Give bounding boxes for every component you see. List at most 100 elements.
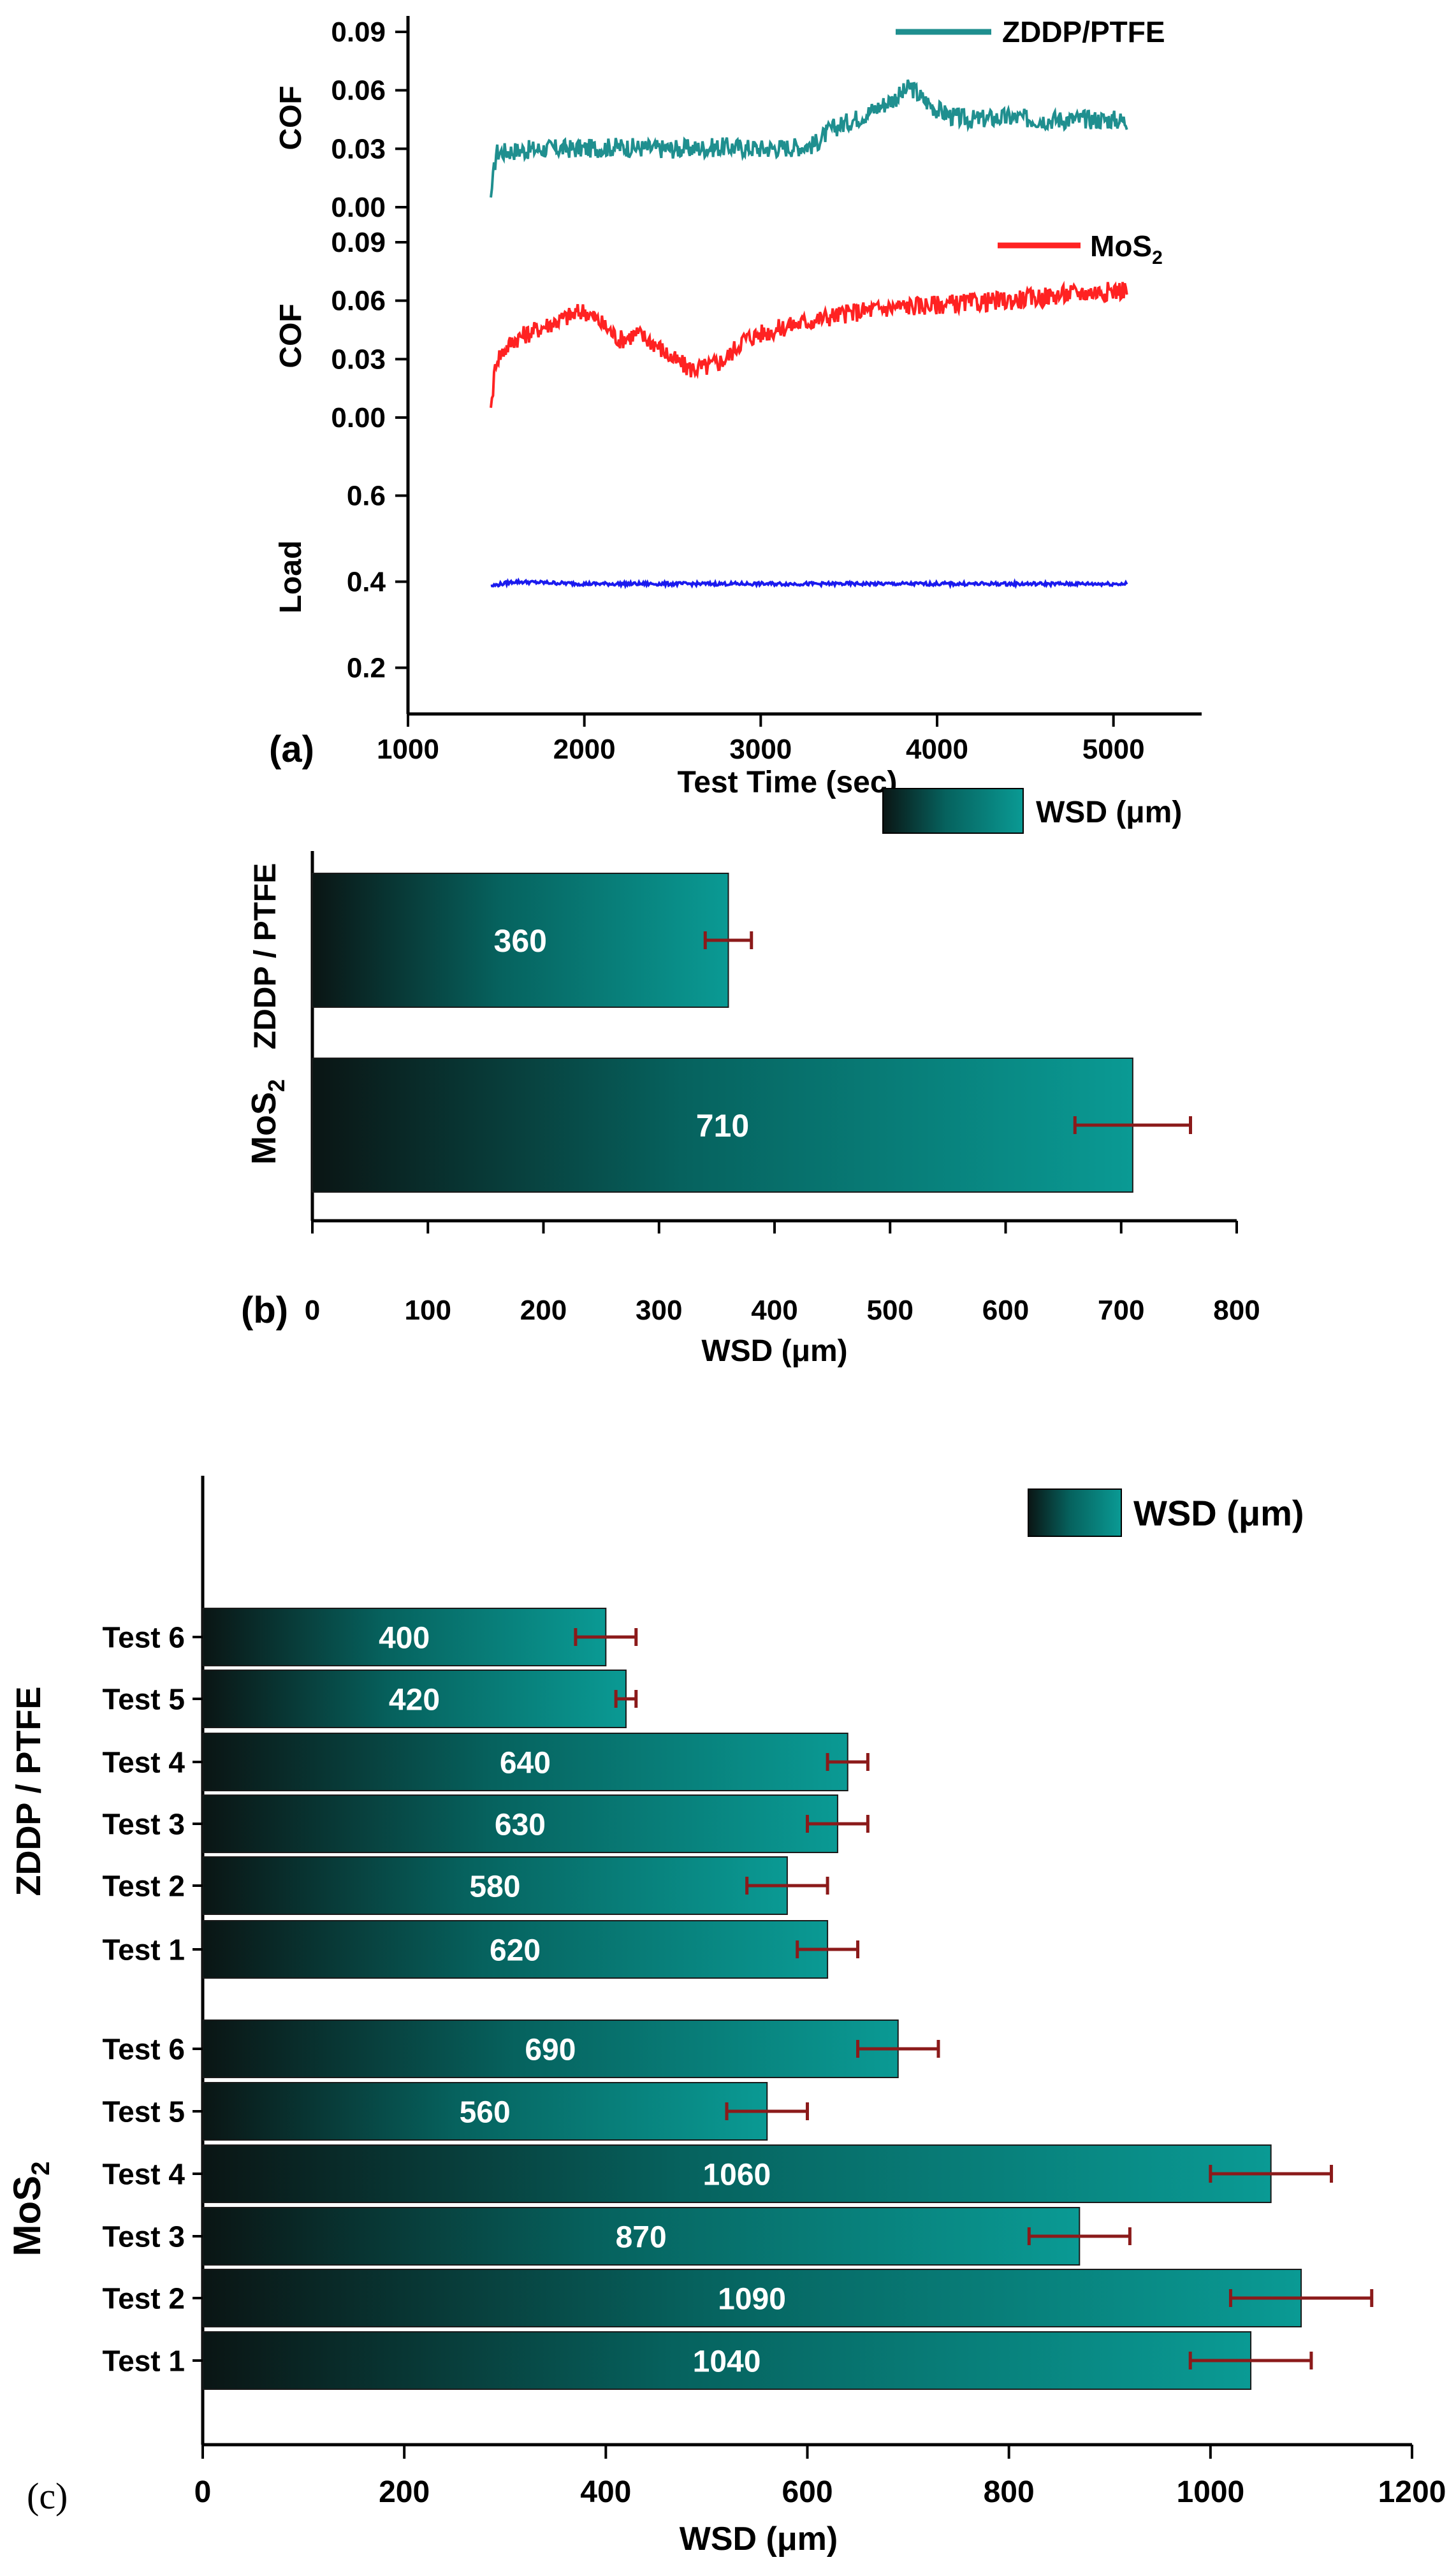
panel-c-bar-value: 620 [490,1933,541,1967]
panel-c-bar [202,1920,829,1979]
panel-c-bar [202,2269,1302,2327]
panel-c-bar [202,1670,627,1728]
panel-c-bar-value: 580 [469,1870,520,1903]
panel-c-bar-value: 640 [500,1746,551,1780]
panel-c-category-label: Test 3 [102,2220,185,2253]
panel-b-bar-value: 710 [696,1108,749,1144]
panel-c-xtick-label: 1000 [1176,2475,1244,2509]
panel-a-series-zddp-ptfe [490,79,1128,198]
panel-b-xtick-label: 600 [982,1295,1029,1326]
panel-a-ytick-label: 0.03 [331,344,386,375]
panel-c-xtick-label: 800 [984,2475,1035,2509]
panel-c-legend: WSD (μm) [1028,1488,1304,1537]
panel-c-bar-value: 1090 [718,2282,786,2316]
panel-c-bar-value: 400 [379,1621,430,1655]
panel-c-group-zddp: ZDDP / PTFE [10,1686,48,1896]
panel-c-xtick-label: 400 [580,2475,631,2509]
panel-c-bar-value: 560 [460,2095,511,2129]
panel-b-xtick-label: 0 [305,1295,320,1326]
panel-c-bar [202,2144,1272,2203]
panel-a-ytick-label: 0.6 [347,481,386,512]
panel-c-category-label: Test 1 [102,1933,185,1967]
panel-c-xtick-label: 600 [782,2475,833,2509]
panel-b-category-mos2: MoS2 [245,1079,289,1165]
panel-b-bar [312,1058,1133,1193]
panel-a-letter: (a) [269,729,314,770]
panel-b-xtick-label: 700 [1098,1295,1144,1326]
panel-b-bar-chart: WSD (μm) ZDDP / PTFE MoS2 WSD (μm) (b) 0… [241,788,1260,1368]
panel-c-category-label: Test 4 [102,2158,185,2191]
subplot1-ylabel: COF [274,85,308,150]
panel-c-xtick-label: 0 [194,2475,212,2509]
panel-a-ytick-label: 0.06 [331,286,386,317]
panel-a-line-charts: COF COF Load Test Time (sec) (a) ZDDP/PT… [269,15,1202,799]
panel-a-xtick-label: 4000 [906,734,968,765]
panel-c-bar [202,2082,768,2141]
panel-c-group-mos2: MoS2 [6,2162,55,2257]
panel-b-legend-label: WSD (μm) [1036,796,1182,829]
panel-c-bar-value: 420 [389,1683,440,1717]
panel-c-bar [202,1794,838,1853]
panel-a-ytick-label: 0.4 [347,567,386,598]
panel-a-xtick-label: 5000 [1082,734,1145,765]
panel-a-xtick-label: 3000 [729,734,792,765]
legend-zddp-label: ZDDP/PTFE [1002,15,1165,48]
panel-c-bar [202,1608,607,1666]
panel-b-legend: WSD (μm) [882,788,1182,834]
panel-a-xlabel: Test Time (sec) [677,766,897,799]
subplot2-ylabel: COF [274,303,308,368]
panel-b-xtick-label: 300 [636,1295,682,1326]
panel-b-letter: (b) [241,1290,288,1331]
panel-c-legend-label: WSD (μm) [1133,1493,1304,1533]
panel-a-ytick-label: 0.09 [331,17,386,48]
panel-a-ytick-label: 0.00 [331,402,386,433]
panel-b-bar-value: 360 [494,923,547,959]
subplot3-ylabel: Load [274,541,308,614]
panel-b-legend-swatch [882,788,1024,834]
panel-a-ytick-label: 0.06 [331,75,386,106]
panel-b-xtick-label: 400 [751,1295,797,1326]
panel-c-category-label: Test 2 [102,1870,185,1903]
panel-c-category-label: Test 6 [102,2033,185,2066]
panel-b-xtick-label: 100 [405,1295,451,1326]
legend-mos2: MoS2 [998,229,1163,268]
panel-c-category-label: Test 2 [102,2282,185,2315]
panel-a-ytick-label: 0.03 [331,133,386,164]
panel-c-category-label: Test 5 [102,1683,185,1716]
panel-b-category-zddp: ZDDP / PTFE [249,863,282,1049]
legend-zddp-ptfe: ZDDP/PTFE [896,15,1165,48]
panel-b-xtick-label: 800 [1213,1295,1260,1326]
panel-c-letter: (c) [27,2475,68,2517]
panel-c-category-label: Test 5 [102,2095,185,2129]
panel-c-bar [202,1856,788,1915]
panel-c-bar-chart: WSD (μm) ZDDP / PTFE MoS2 WSD (μm) (c) 0… [6,1476,1446,2558]
panel-c-category-label: Test 4 [102,1746,185,1779]
panel-c-bar-value: 630 [495,1808,546,1842]
panel-c-category-label: Test 1 [102,2345,185,2378]
panel-c-bar [202,2020,899,2078]
panel-c-bar-value: 1060 [703,2158,771,2192]
legend-mos2-label: MoS2 [1090,229,1163,268]
panel-a-xtick-label: 1000 [377,734,439,765]
panel-a-ytick-label: 0.2 [347,653,386,684]
panel-b-xtick-label: 500 [867,1295,914,1326]
panel-c-bar-value: 1040 [693,2345,761,2378]
panel-c-bar-value: 690 [525,2033,576,2067]
panel-a-xtick-label: 2000 [553,734,616,765]
panel-c-category-label: Test 6 [102,1621,185,1654]
panel-a-series-mos2 [490,280,1128,408]
panel-c-bar-value: 870 [616,2220,667,2254]
panel-c-xlabel: WSD (μm) [680,2521,838,2558]
panel-a-series-load [490,577,1128,590]
panel-c-xtick-label: 1200 [1378,2475,1446,2509]
panel-c-legend-swatch [1028,1488,1122,1537]
panel-c-xtick-label: 200 [379,2475,430,2509]
panel-c-category-label: Test 3 [102,1808,185,1841]
panel-a-ytick-label: 0.00 [331,192,386,223]
panel-c-bar [202,2207,1081,2266]
panel-b-bar [312,873,729,1008]
panel-a-ytick-label: 0.09 [331,227,386,258]
panel-b-xlabel: WSD (μm) [701,1334,847,1368]
panel-b-xtick-label: 200 [520,1295,567,1326]
